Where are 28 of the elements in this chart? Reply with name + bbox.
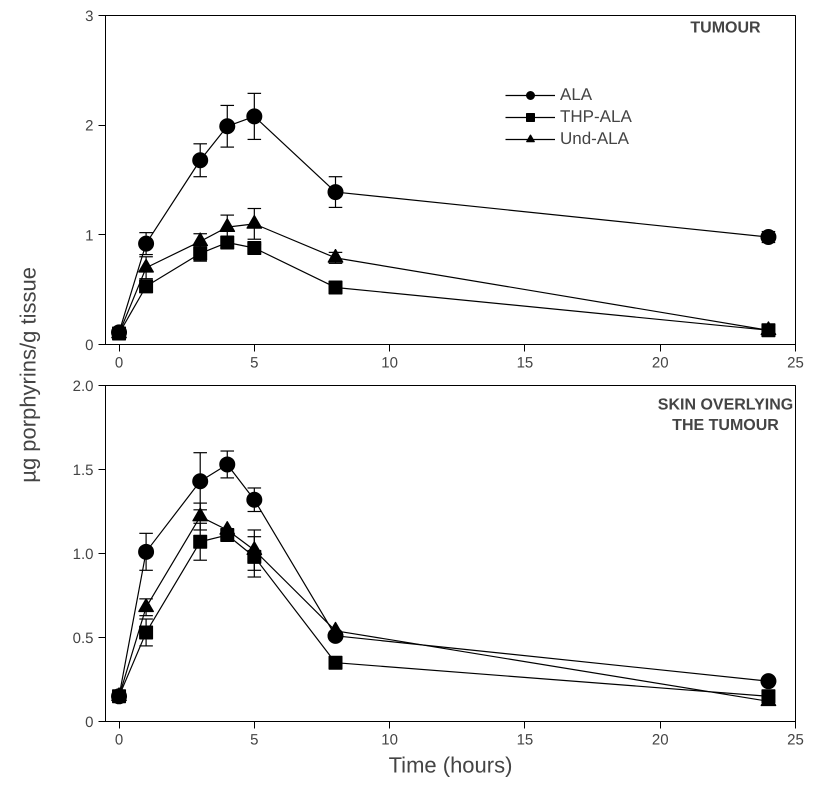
- x-tick-label: 10: [381, 732, 398, 748]
- x-tick-label: 25: [787, 732, 804, 748]
- x-tick-label: 15: [516, 354, 534, 372]
- y-axis-title: µg porphyrins/g tissue: [16, 267, 40, 483]
- x-axis-title: Time (hours): [388, 752, 512, 778]
- legend-label: THP-ALA: [560, 107, 632, 127]
- y-tick-label: 2: [85, 118, 94, 135]
- x-tick-label: 20: [652, 354, 669, 372]
- y-tick-label: 0: [85, 337, 94, 354]
- x-tick-label: 15: [516, 732, 534, 748]
- legend-label: Und-ALA: [560, 129, 629, 149]
- y-tick-label: 1.5: [72, 462, 94, 479]
- x-tick-label: 0: [114, 732, 124, 748]
- x-tick-label: 25: [787, 354, 804, 372]
- y-tick-label: 0.5: [72, 630, 94, 647]
- annotation: SKIN OVERLYING THE TUMOUR: [658, 396, 794, 434]
- x-tick-label: 10: [381, 354, 398, 372]
- y-tick-label: 3: [85, 8, 94, 25]
- y-tick-label: 0: [85, 714, 94, 731]
- x-tick-label: 0: [114, 354, 124, 372]
- y-tick-label: 1: [85, 227, 94, 244]
- y-tick-label: 1.0: [72, 546, 94, 563]
- annotation: TUMOUR: [690, 20, 762, 36]
- x-tick-label: 20: [652, 732, 669, 748]
- y-tick-label: 2.0: [72, 378, 94, 395]
- x-tick-label: 5: [250, 732, 258, 748]
- legend-label: ALA: [560, 85, 592, 105]
- x-tick-label: 5: [250, 354, 258, 372]
